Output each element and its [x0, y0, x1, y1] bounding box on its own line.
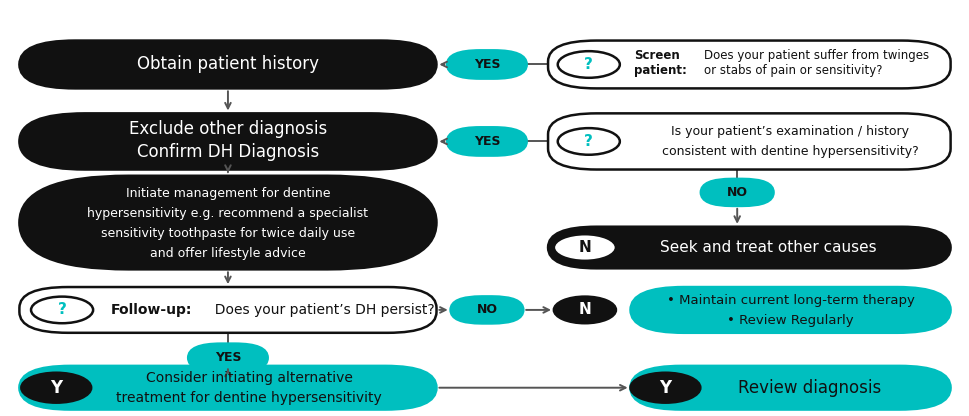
FancyBboxPatch shape [188, 344, 267, 372]
Text: ?: ? [583, 57, 593, 72]
FancyBboxPatch shape [19, 176, 436, 270]
Text: Screen: Screen [634, 49, 679, 62]
Text: Does your patient suffer from twinges: Does your patient suffer from twinges [703, 49, 928, 62]
Circle shape [553, 297, 615, 323]
Text: NO: NO [726, 186, 747, 199]
Text: Initiate management for dentine: Initiate management for dentine [126, 187, 329, 200]
Circle shape [557, 128, 619, 155]
FancyBboxPatch shape [447, 127, 526, 156]
Text: Confirm DH Diagnosis: Confirm DH Diagnosis [137, 143, 319, 161]
Text: hypersensitivity e.g. recommend a specialist: hypersensitivity e.g. recommend a specia… [87, 207, 368, 220]
FancyBboxPatch shape [19, 40, 436, 89]
Text: Is your patient’s examination / history: Is your patient’s examination / history [671, 124, 908, 138]
FancyBboxPatch shape [19, 113, 436, 170]
Circle shape [553, 234, 615, 261]
Text: Y: Y [50, 379, 62, 397]
Text: Obtain patient history: Obtain patient history [137, 55, 319, 74]
FancyBboxPatch shape [447, 50, 526, 79]
Text: and offer lifestyle advice: and offer lifestyle advice [150, 247, 305, 260]
FancyBboxPatch shape [547, 40, 950, 89]
Text: patient:: patient: [634, 64, 687, 77]
Text: N: N [578, 240, 591, 255]
Text: Follow-up:: Follow-up: [110, 303, 192, 317]
Text: Y: Y [659, 379, 671, 397]
Text: Review diagnosis: Review diagnosis [737, 379, 881, 397]
Text: • Maintain current long-term therapy: • Maintain current long-term therapy [666, 294, 914, 307]
Text: ?: ? [57, 302, 67, 317]
Circle shape [630, 373, 700, 403]
Circle shape [31, 297, 93, 323]
Text: consistent with dentine hypersensitivity?: consistent with dentine hypersensitivity… [661, 145, 918, 158]
Text: Exclude other diagnosis: Exclude other diagnosis [129, 120, 327, 138]
FancyBboxPatch shape [630, 287, 950, 333]
Text: NO: NO [476, 303, 497, 317]
FancyBboxPatch shape [547, 113, 950, 170]
FancyBboxPatch shape [450, 296, 523, 324]
FancyBboxPatch shape [19, 287, 436, 333]
Text: N: N [578, 302, 591, 317]
Circle shape [21, 373, 91, 403]
Text: Does your patient’s DH persist?: Does your patient’s DH persist? [205, 303, 434, 317]
Text: Seek and treat other causes: Seek and treat other causes [660, 240, 876, 255]
Text: YES: YES [473, 135, 500, 148]
Text: ?: ? [583, 134, 593, 149]
Text: Consider initiating alternative: Consider initiating alternative [145, 371, 353, 385]
Text: YES: YES [473, 58, 500, 71]
FancyBboxPatch shape [547, 227, 950, 268]
Circle shape [557, 51, 619, 78]
Text: sensitivity toothpaste for twice daily use: sensitivity toothpaste for twice daily u… [101, 227, 355, 240]
Text: or stabs of pain or sensitivity?: or stabs of pain or sensitivity? [703, 64, 882, 77]
Text: YES: YES [214, 351, 241, 364]
Text: treatment for dentine hypersensitivity: treatment for dentine hypersensitivity [116, 391, 382, 405]
FancyBboxPatch shape [630, 366, 950, 409]
Text: • Review Regularly: • Review Regularly [727, 314, 853, 327]
FancyBboxPatch shape [700, 179, 773, 206]
FancyBboxPatch shape [19, 366, 436, 409]
